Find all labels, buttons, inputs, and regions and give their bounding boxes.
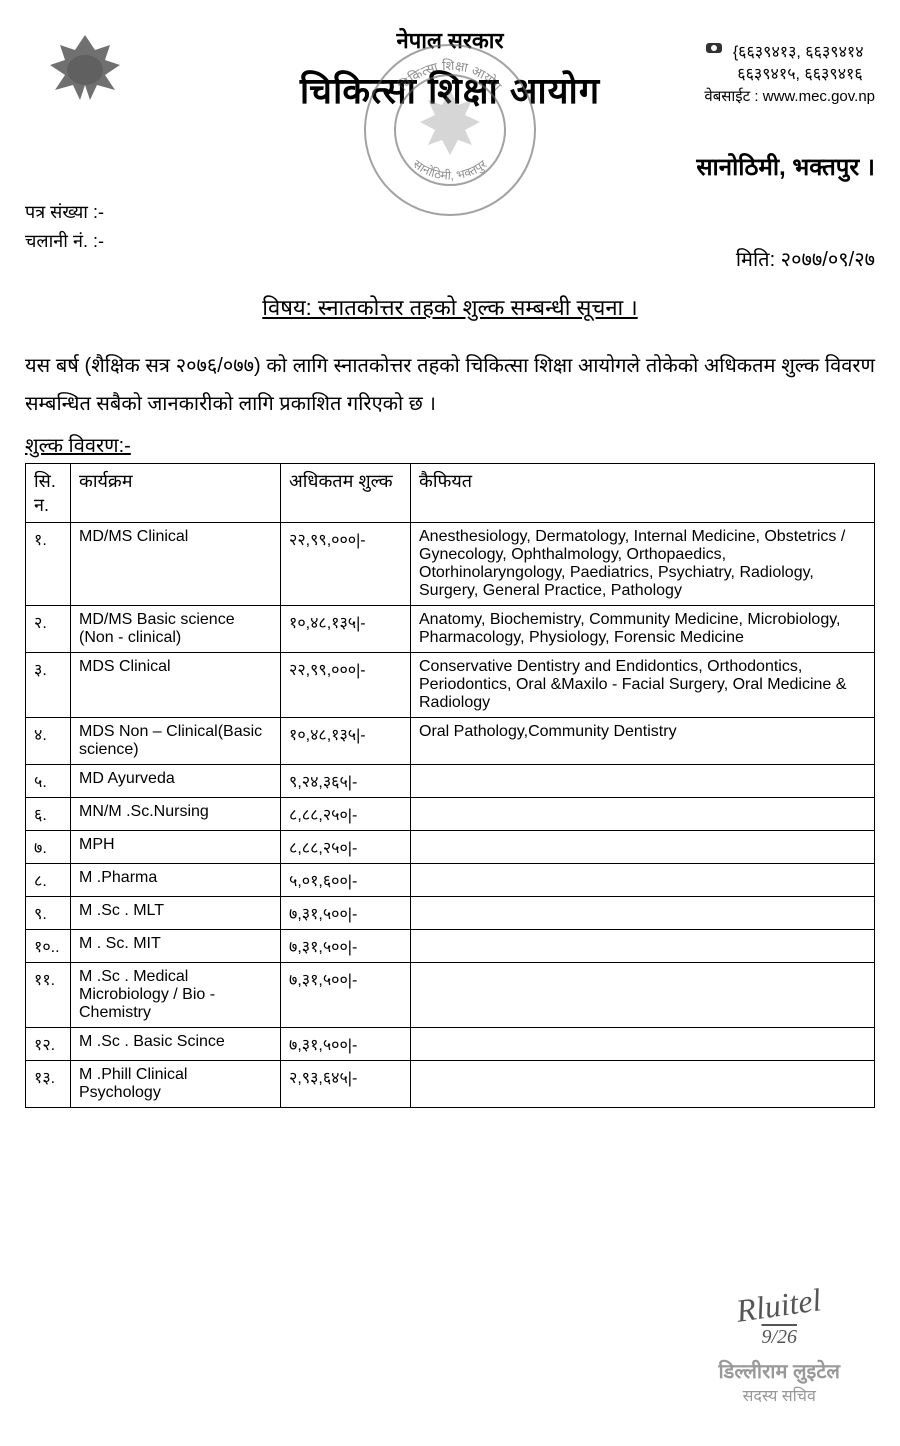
table-row: २.MD/MS Basic science (Non - clinical)१०… <box>26 606 875 653</box>
header-fee: अधिकतम शुल्क <box>281 464 411 523</box>
table-row: १३.M .Phill Clinical Psychology२,९३,६४५|… <box>26 1061 875 1108</box>
table-row: ९.M .Sc . MLT७,३१,५००|- <box>26 897 875 930</box>
cell-program: MDS Clinical <box>71 653 281 718</box>
header-remarks: कैफियत <box>411 464 875 523</box>
fee-detail-label: शुल्क विवरण:- <box>25 431 875 458</box>
cell-remarks <box>411 1028 875 1061</box>
cell-remarks <box>411 831 875 864</box>
cell-sn: ७. <box>26 831 71 864</box>
cell-sn: २. <box>26 606 71 653</box>
subject-line: विषय: स्नातकोत्तर तहको शुल्क सम्बन्धी सू… <box>25 292 875 322</box>
cell-sn: ४. <box>26 718 71 765</box>
header-program: कार्यक्रम <box>71 464 281 523</box>
cell-remarks <box>411 930 875 963</box>
document-date: मिति: २०७७/०९/२७ <box>25 245 875 272</box>
center-seal: चिकित्सा शिक्षा आयोग सानोठिमी, भक्तपुर <box>360 40 540 220</box>
cell-sn: ८. <box>26 864 71 897</box>
cell-sn: १२. <box>26 1028 71 1061</box>
cell-remarks <box>411 897 875 930</box>
cell-program: MPH <box>71 831 281 864</box>
signature-block: Rluitel 9/26 डिल्लीराम लुइटेल सदस्य सचिव <box>718 1287 840 1406</box>
cell-program: MD/MS Basic science (Non - clinical) <box>71 606 281 653</box>
chalani-label: चलानी नं. :- <box>25 229 104 253</box>
cell-fee: ९,२४,३६५|- <box>281 765 411 798</box>
table-row: १२.M .Sc . Basic Scince७,३१,५००|- <box>26 1028 875 1061</box>
cell-program: MN/M .Sc.Nursing <box>71 798 281 831</box>
cell-sn: ११. <box>26 963 71 1028</box>
cell-remarks: Anatomy, Biochemistry, Community Medicin… <box>411 606 875 653</box>
table-row: १०..M . Sc. MIT७,३१,५००|- <box>26 930 875 963</box>
cell-fee: ८,८८,२५०|- <box>281 831 411 864</box>
cell-program: MD Ayurveda <box>71 765 281 798</box>
phone-icon <box>704 40 724 61</box>
signature-mark: Rluitel <box>716 1279 842 1333</box>
website: वेबसाईट : www.mec.gov.np <box>704 86 875 106</box>
cell-fee: ७,३१,५००|- <box>281 963 411 1028</box>
cell-program: M .Sc . MLT <box>71 897 281 930</box>
cell-program: M .Sc . Basic Scince <box>71 1028 281 1061</box>
phone-line-1: ६६३९४१३, ६६३९४१४ <box>738 44 863 61</box>
cell-sn: ५. <box>26 765 71 798</box>
cell-fee: ५,०१,६००|- <box>281 864 411 897</box>
cell-sn: ६. <box>26 798 71 831</box>
header-sn: सि. न. <box>26 464 71 523</box>
cell-program: MD/MS Clinical <box>71 523 281 606</box>
cell-remarks: Conservative Dentistry and Endidontics, … <box>411 653 875 718</box>
phone-line-2: ६६३९४१५, ६६३९४१६ <box>737 66 862 83</box>
cell-fee: ७,३१,५००|- <box>281 930 411 963</box>
cell-remarks: Anesthesiology, Dermatology, Internal Me… <box>411 523 875 606</box>
cell-remarks <box>411 963 875 1028</box>
table-row: ८.M .Pharma५,०१,६००|- <box>26 864 875 897</box>
table-row: ६.MN/M .Sc.Nursing८,८८,२५०|- <box>26 798 875 831</box>
cell-fee: १०,४८,१३५|- <box>281 606 411 653</box>
cell-program: M .Sc . Medical Microbiology / Bio - Che… <box>71 963 281 1028</box>
cell-program: M .Pharma <box>71 864 281 897</box>
table-row: ७.MPH८,८८,२५०|- <box>26 831 875 864</box>
cell-program: MDS Non – Clinical(Basic science) <box>71 718 281 765</box>
cell-sn: ९. <box>26 897 71 930</box>
cell-fee: ७,३१,५००|- <box>281 897 411 930</box>
cell-remarks <box>411 765 875 798</box>
cell-fee: २२,९९,०००|- <box>281 653 411 718</box>
cell-sn: १. <box>26 523 71 606</box>
cell-program: M . Sc. MIT <box>71 930 281 963</box>
reference-labels: पत्र संख्या :- चलानी नं. :- <box>25 200 104 258</box>
table-row: ५.MD Ayurveda९,२४,३६५|- <box>26 765 875 798</box>
signatory-title: सदस्य सचिव <box>718 1384 840 1406</box>
location: सानोठिमी, भक्तपुर । <box>696 150 875 183</box>
document-header: चिकित्सा शिक्षा आयोग सानोठिमी, भक्तपुर न… <box>25 25 875 235</box>
cell-fee: ७,३१,५००|- <box>281 1028 411 1061</box>
cell-fee: ८,८८,२५०|- <box>281 798 411 831</box>
patra-sankhya-label: पत्र संख्या :- <box>25 200 104 224</box>
cell-sn: १३. <box>26 1061 71 1108</box>
phone-numbers: {६६३९४१३, ६६३९४१४ ६६३९४१५, ६६३९४१६ <box>733 40 864 84</box>
cell-remarks <box>411 864 875 897</box>
contact-info: {६६३९४१३, ६६३९४१४ ६६३९४१५, ६६३९४१६ वेबसा… <box>704 40 875 106</box>
cell-remarks <box>411 1061 875 1108</box>
table-row: ४.MDS Non – Clinical(Basic science)१०,४८… <box>26 718 875 765</box>
cell-remarks: Oral Pathology,Community Dentistry <box>411 718 875 765</box>
svg-text:सानोठिमी, भक्तपुर: सानोठिमी, भक्तपुर <box>411 157 491 183</box>
cell-fee: २,९३,६४५|- <box>281 1061 411 1108</box>
signatory-name: डिल्लीराम लुइटेल <box>718 1357 840 1384</box>
body-paragraph: यस बर्ष (शैक्षिक सत्र २०७६/०७७) को लागि … <box>25 347 875 423</box>
table-row: ३.MDS Clinical२२,९९,०००|-Conservative De… <box>26 653 875 718</box>
cell-fee: २२,९९,०००|- <box>281 523 411 606</box>
cell-sn: ३. <box>26 653 71 718</box>
cell-remarks <box>411 798 875 831</box>
table-header-row: सि. न. कार्यक्रम अधिकतम शुल्क कैफियत <box>26 464 875 523</box>
fee-table: सि. न. कार्यक्रम अधिकतम शुल्क कैफियत १.M… <box>25 463 875 1108</box>
national-emblem <box>25 25 145 125</box>
cell-sn: १०.. <box>26 930 71 963</box>
table-row: १.MD/MS Clinical२२,९९,०००|-Anesthesiolog… <box>26 523 875 606</box>
cell-fee: १०,४८,१३५|- <box>281 718 411 765</box>
cell-program: M .Phill Clinical Psychology <box>71 1061 281 1108</box>
table-row: ११.M .Sc . Medical Microbiology / Bio - … <box>26 963 875 1028</box>
